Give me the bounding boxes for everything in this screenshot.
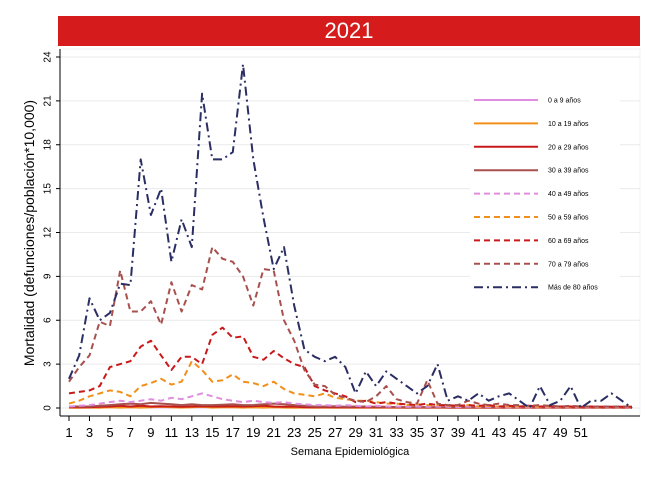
legend-label: Más de 80 años — [548, 285, 598, 292]
legend-box — [470, 88, 620, 298]
legend-label: 50 a 59 años — [548, 215, 589, 222]
y-tick-label: 0 — [43, 405, 54, 411]
x-tick-label: 31 — [369, 425, 383, 440]
legend-label: 40 a 49 años — [548, 191, 589, 198]
x-tick-label: 25 — [307, 425, 321, 440]
y-tick-label: 24 — [43, 51, 54, 63]
y-tick-label: 18 — [43, 139, 54, 151]
x-tick-label: 41 — [471, 425, 485, 440]
y-tick-label: 12 — [43, 227, 54, 239]
x-tick-label: 17 — [226, 425, 240, 440]
x-tick-label: 9 — [147, 425, 154, 440]
y-tick-label: 3 — [43, 361, 54, 367]
x-tick-label: 15 — [205, 425, 219, 440]
y-tick-label: 9 — [43, 273, 54, 279]
x-tick-label: 13 — [185, 425, 199, 440]
x-tick-label: 47 — [533, 425, 547, 440]
chart-title: 2021 — [324, 18, 374, 43]
x-tick-label: 21 — [266, 425, 280, 440]
x-tick-label: 49 — [553, 425, 567, 440]
legend-label: 30 a 39 años — [548, 168, 589, 175]
series-line — [68, 326, 632, 408]
y-tick-label: 15 — [43, 183, 54, 195]
legend-label: 70 a 79 años — [548, 261, 589, 268]
y-tick-label: 21 — [43, 95, 54, 107]
x-tick-label: 45 — [512, 425, 526, 440]
x-tick-label: 51 — [574, 425, 588, 440]
x-tick-label: 29 — [348, 425, 362, 440]
legend-label: 0 a 9 años — [548, 98, 581, 105]
legend-label: 10 a 19 años — [548, 121, 589, 128]
x-tick-label: 1 — [65, 425, 72, 440]
y-axis-label: Mortalidad (defunciones/población*10,000… — [21, 100, 37, 366]
x-tick-label: 23 — [287, 425, 301, 440]
x-tick-label: 7 — [127, 425, 134, 440]
y-tick-label: 6 — [43, 317, 54, 323]
x-tick-label: 19 — [246, 425, 260, 440]
x-axis-label: Semana Epidemiológica — [291, 446, 411, 458]
x-tick-label: 27 — [328, 425, 342, 440]
x-tick-label: 37 — [430, 425, 444, 440]
legend-label: 60 a 69 años — [548, 238, 589, 245]
x-tick-label: 39 — [451, 425, 465, 440]
series-line — [68, 246, 632, 408]
series-line — [68, 63, 633, 409]
title-band — [58, 16, 640, 46]
x-tick-label: 35 — [410, 425, 424, 440]
x-tick-label: 11 — [165, 425, 179, 440]
x-tick-label: 3 — [86, 425, 93, 440]
x-tick-label: 43 — [492, 425, 506, 440]
legend-label: 20 a 29 años — [548, 144, 589, 151]
x-tick-label: 5 — [106, 425, 113, 440]
x-tick-label: 33 — [389, 425, 403, 440]
